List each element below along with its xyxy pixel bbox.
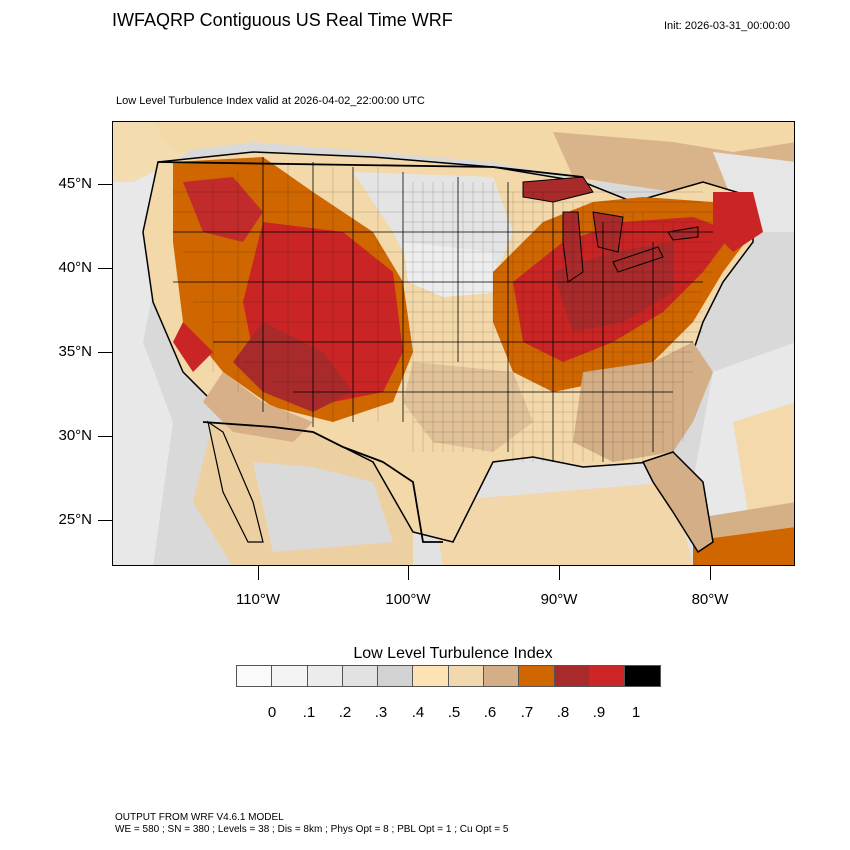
lon-tick (258, 566, 259, 580)
maritimes-gray (713, 152, 794, 232)
colorbar-box (624, 665, 661, 687)
county-borders (173, 162, 713, 462)
lat-label-35: 35°N (58, 343, 92, 360)
lon-tick (408, 566, 409, 580)
colorbar-label: .9 (592, 704, 606, 721)
footer-model: OUTPUT FROM WRF V4.6.1 MODEL (115, 812, 284, 823)
colorbar-box (271, 665, 308, 687)
colorbar-label: .2 (338, 704, 352, 721)
lon-label-100: 100°W (385, 591, 431, 608)
california-red (173, 322, 213, 372)
colorbar-box (588, 665, 626, 687)
lat-tick (98, 352, 112, 353)
texas-brown (403, 362, 533, 452)
colorbar-label: .6 (483, 704, 497, 721)
gulf-tan (433, 482, 693, 565)
colorbar-label: 1 (631, 704, 641, 721)
lon-label-90: 90°W (540, 591, 578, 608)
turbulence-map (112, 121, 795, 566)
lat-tick (98, 184, 112, 185)
map-svg (113, 122, 794, 565)
colorbar-label: .8 (556, 704, 570, 721)
lat-tick (98, 436, 112, 437)
init-time: Init: 2026-03-31_00:00:00 (664, 20, 790, 32)
colorbar-label: .4 (411, 704, 425, 721)
colorbar-title: Low Level Turbulence Index (353, 645, 553, 662)
lat-label-45: 45°N (58, 175, 92, 192)
caribbean-orange (683, 527, 794, 565)
lon-label-80: 80°W (691, 591, 729, 608)
colorbar-box (377, 665, 414, 687)
colorbar-label: .3 (374, 704, 388, 721)
oregon-red (183, 177, 263, 242)
colorbar-label: 0 (267, 704, 277, 721)
lon-label-110: 110°W (235, 591, 281, 608)
colorbar-box (518, 665, 555, 687)
lat-label-25: 25°N (58, 511, 92, 528)
new-england-red (713, 192, 763, 252)
mexico-gray (253, 462, 393, 552)
colorbar-box (447, 665, 485, 687)
florida (641, 451, 714, 554)
footer-params: WE = 580 ; SN = 380 ; Levels = 38 ; Dis … (115, 824, 509, 835)
colorbar-label: .1 (302, 704, 316, 721)
colorbar-box (483, 665, 520, 687)
colorbar-box (412, 665, 449, 687)
valid-time-subtitle: Low Level Turbulence Index valid at 2026… (116, 95, 425, 107)
colorbar-box (341, 665, 379, 687)
colorbar-label: .5 (447, 704, 461, 721)
us-mexico-border (202, 421, 443, 543)
lat-tick (98, 268, 112, 269)
lon-tick (559, 566, 560, 580)
figure-title: IWFAQRP Contiguous US Real Time WRF (112, 10, 453, 30)
colorbar (236, 665, 661, 687)
colorbar-box (236, 665, 273, 687)
lat-label-40: 40°N (58, 259, 92, 276)
lat-tick (98, 520, 112, 521)
colorbar-label: .7 (520, 704, 534, 721)
lon-tick (710, 566, 711, 580)
baja-california (207, 420, 264, 543)
us-canada-border (157, 161, 584, 178)
colorbar-box (306, 665, 343, 687)
lat-label-30: 30°N (58, 427, 92, 444)
colorbar-box (553, 665, 590, 687)
